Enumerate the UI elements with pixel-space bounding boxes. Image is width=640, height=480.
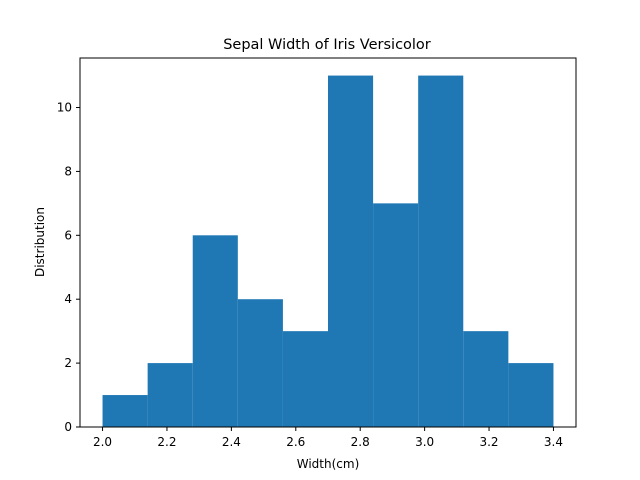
x-tick-label-7: 3.4 [544,435,563,449]
x-tick-label-2: 2.4 [222,435,241,449]
histogram-bar-2 [192,235,238,427]
x-tick-label-6: 3.2 [479,435,498,449]
histogram-bar-4 [282,331,328,427]
plot-frame [79,57,577,428]
histogram-bar-8 [463,331,509,427]
x-tick-label-5: 3.0 [415,435,434,449]
x-axis-label: Width(cm) [297,457,360,471]
x-tick-label-3: 2.6 [286,435,305,449]
y-axis-ticks: 0 2 4 6 8 10 [57,101,80,434]
x-tick-label-1: 2.2 [157,435,176,449]
y-tick-label-5: 10 [57,101,72,115]
histogram-bar-3 [237,299,283,427]
histogram-bar-0 [102,395,148,427]
y-axis-label: Distribution [33,207,47,277]
histogram-bar-9 [508,363,554,427]
x-tick-label-4: 2.8 [351,435,370,449]
histogram-bar-5 [328,75,374,428]
bars-group [102,75,554,428]
chart-title: Sepal Width of Iris Versicolor [223,37,431,53]
x-axis-ticks: 2.0 2.2 2.4 2.6 2.8 3.0 3.2 3.4 [93,427,563,449]
histogram-bar-7 [418,75,464,428]
histogram-bar-1 [147,363,193,427]
y-tick-label-4: 8 [64,164,72,178]
y-tick-label-0: 0 [64,420,72,434]
y-tick-label-2: 4 [64,292,72,306]
y-tick-label-3: 6 [64,228,72,242]
y-tick-label-1: 2 [64,356,72,370]
histogram-bar-6 [373,203,419,427]
x-tick-label-0: 2.0 [93,435,112,449]
